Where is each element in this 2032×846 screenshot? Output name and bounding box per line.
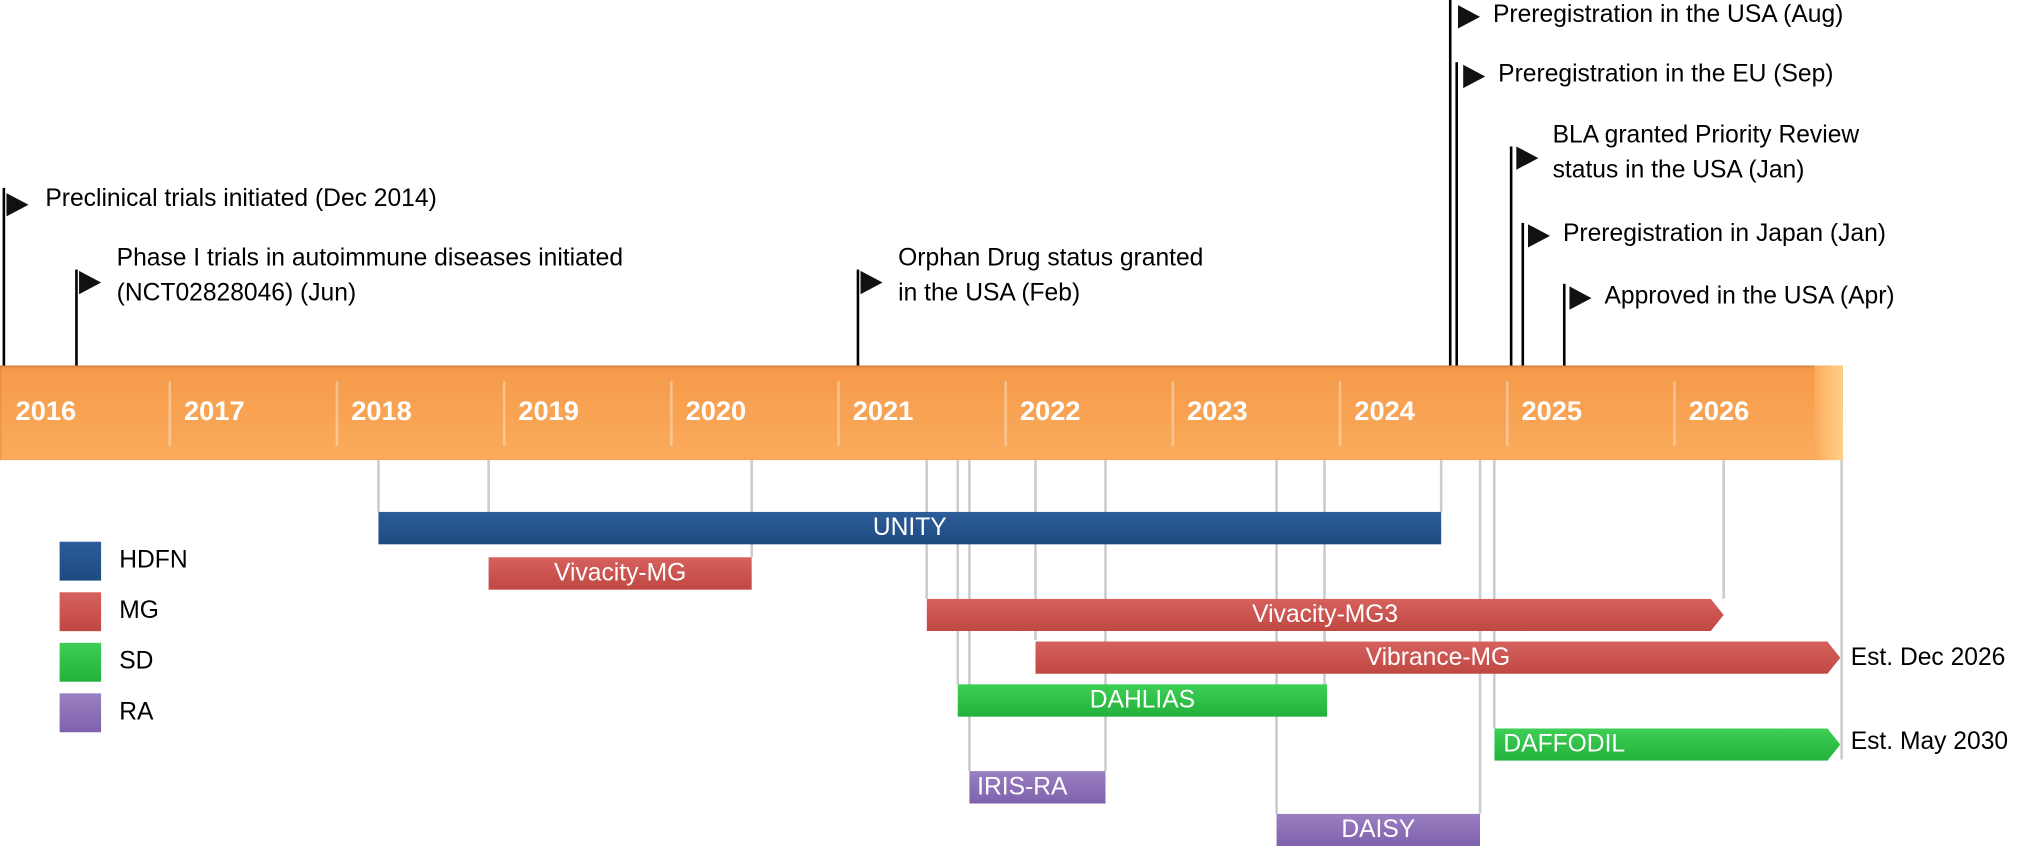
- milestone-text: Approved in the USA (Apr): [1604, 282, 1895, 310]
- flag-icon: [79, 270, 102, 295]
- flag-icon: [1458, 5, 1481, 29]
- milestone-text: Preclinical trials initiated (Dec 2014): [45, 185, 437, 213]
- flag-icon: [6, 193, 29, 217]
- year-label: 2022: [1019, 396, 1081, 427]
- connector-line: [1478, 460, 1482, 814]
- year-divider: [1004, 381, 1007, 446]
- flag-icon: [1527, 224, 1551, 248]
- year-label: 2018: [351, 396, 412, 427]
- legend-swatch-ra: [59, 693, 102, 733]
- connector-line: [1840, 460, 1843, 760]
- milestone-text: Preregistration in Japan (Jan): [1562, 220, 1887, 248]
- legend-label: MG: [119, 597, 159, 625]
- trial-bar-daffodil: DAFFODIL: [1494, 728, 1840, 760]
- year-divider: [168, 381, 172, 446]
- milestone-pole: [1448, 0, 1452, 366]
- milestone-pole: [75, 269, 78, 366]
- legend-label: SD: [119, 648, 154, 676]
- flag-icon: [860, 270, 883, 295]
- trial-bar-dahlias: DAHLIAS: [957, 684, 1328, 717]
- milestone-pole: [1509, 146, 1513, 366]
- year-label: 2024: [1354, 396, 1415, 427]
- trial-bar-unity: UNITY: [378, 511, 1442, 545]
- year-divider: [670, 381, 673, 446]
- trial-bar-vivacity-mg: Vivacity-MG: [488, 557, 752, 590]
- milestone-pole: [856, 269, 860, 366]
- milestone-label: Orphan Drug status granted in the USA (Fe…: [898, 241, 1203, 311]
- milestone-text: Phase I trials in autoimmune diseases in…: [116, 244, 624, 273]
- connector-line: [1275, 460, 1278, 814]
- trial-bar-vivacity-mg3: Vivacity-MG3: [927, 599, 1724, 631]
- year-axis-arrow-end: [1814, 365, 1843, 461]
- legend-label: RA: [119, 698, 154, 726]
- connector-line: [1439, 460, 1443, 512]
- connector-line: [956, 460, 960, 685]
- year-label: 2020: [685, 396, 747, 427]
- trial-bar-vibrance-mg: Vibrance-MG: [1036, 642, 1841, 674]
- milestone-text: (NCT02828046) (Jun): [116, 279, 357, 308]
- milestone-text: in the USA (Feb): [898, 279, 1081, 308]
- legend-label: HDFN: [119, 546, 188, 575]
- trial-bar-daisy: DAISY: [1276, 813, 1481, 846]
- year-divider: [335, 381, 339, 446]
- milestone-text: Orphan Drug status granted: [898, 244, 1204, 273]
- year-label: 2017: [184, 396, 245, 427]
- connector-line: [1323, 460, 1326, 685]
- trial-bar-iris-ra: IRIS-RA: [969, 771, 1106, 804]
- milestone-label: Preregistration in the USA (Aug): [1493, 0, 1843, 32]
- milestone-pole: [2, 187, 6, 366]
- year-label: 2025: [1521, 396, 1583, 427]
- milestone-text: BLA granted Priority Review: [1552, 121, 1860, 150]
- flag-icon: [1569, 286, 1592, 310]
- trial-end-estimate: Est. May 2030: [1850, 728, 2009, 756]
- milestone-label: Preclinical trials initiated (Dec 2014): [45, 181, 436, 216]
- milestone-text: status in the USA (Jan): [1552, 156, 1805, 185]
- milestone-label: Preregistration in Japan (Jan): [1563, 216, 1886, 251]
- year-axis-bar: 2016 2017 2018 2019 2020 2021 2022 2023 …: [0, 365, 1843, 461]
- connector-line: [487, 460, 490, 512]
- milestone-label: BLA granted Priority Review status in the…: [1553, 118, 1860, 188]
- legend-swatch-mg: [59, 592, 102, 632]
- year-label: 2019: [518, 396, 579, 427]
- milestone-label: Phase I trials in autoimmune diseases in…: [117, 241, 623, 311]
- year-divider: [1171, 381, 1175, 446]
- milestone-pole: [1455, 62, 1458, 366]
- year-label: 2026: [1688, 396, 1750, 427]
- milestone-pole: [1521, 222, 1525, 366]
- milestone-text: Preregistration in the EU (Sep): [1498, 60, 1834, 89]
- milestone-label: Preregistration in the EU (Sep): [1498, 57, 1833, 92]
- connector-line: [1492, 460, 1496, 729]
- legend-swatch-sd: [59, 642, 102, 682]
- year-divider: [837, 381, 840, 446]
- milestone-label: Approved in the USA (Apr): [1604, 279, 1894, 314]
- year-label: 2023: [1187, 396, 1248, 427]
- year-divider: [1505, 381, 1509, 446]
- milestone-pole: [1562, 283, 1566, 366]
- trial-end-estimate: Est. Dec 2026: [1850, 644, 2006, 672]
- connector-line: [750, 460, 753, 558]
- year-label: 2021: [852, 396, 914, 427]
- year-label: 2016: [15, 396, 77, 427]
- year-divider: [1673, 381, 1676, 446]
- connector-line: [377, 460, 380, 512]
- legend-swatch-hdfn: [59, 541, 102, 581]
- year-divider: [1338, 381, 1342, 446]
- flag-icon: [1516, 146, 1539, 170]
- connector-line: [1722, 460, 1725, 599]
- year-divider: [502, 381, 506, 446]
- connector-line: [1034, 460, 1037, 641]
- flag-icon: [1463, 64, 1486, 89]
- milestone-text: Preregistration in the USA (Aug): [1492, 1, 1844, 29]
